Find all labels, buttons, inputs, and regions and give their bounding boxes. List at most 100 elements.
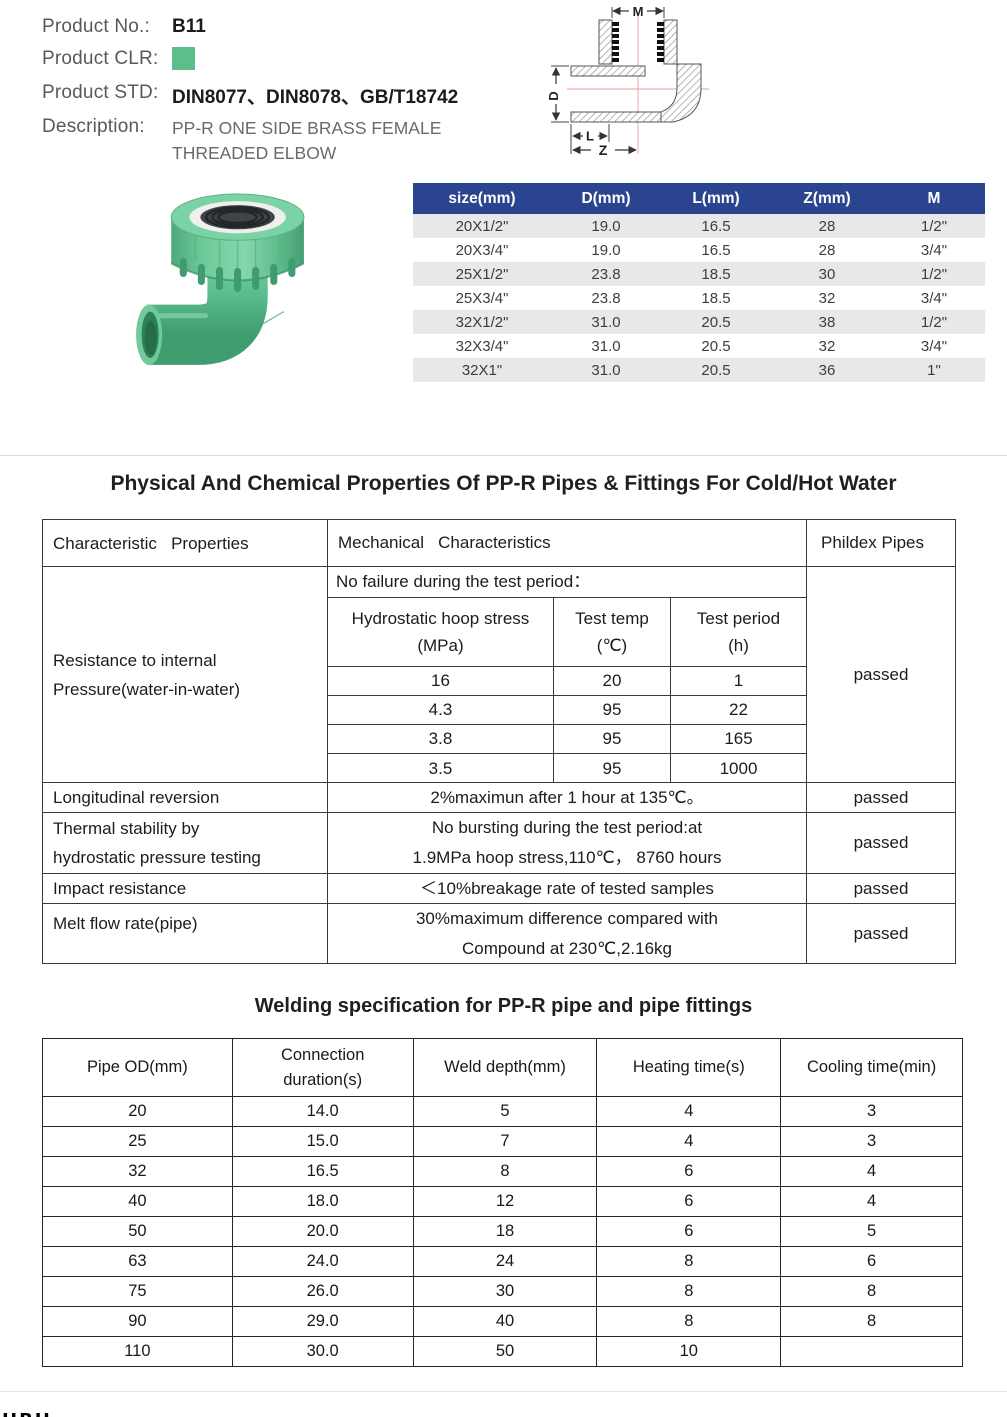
table-cell: 6 [596, 1216, 782, 1247]
table-cell: 32X1/2" [455, 313, 509, 331]
row-name: Longitudinal reversion [43, 783, 328, 812]
row-result: passed [853, 878, 909, 898]
column-header-size: size(mm) [413, 183, 551, 214]
sub-header-test-temp: Test temp (℃) [554, 598, 671, 666]
table-cell: 30.0 [231, 1336, 414, 1367]
section-divider [0, 455, 1007, 456]
table-cell: 1000 [719, 758, 758, 778]
row-description: 30%maximum difference compared with Comp… [328, 904, 807, 963]
welding-table-body: 20 14.0 5 4 3 25 15.0 7 4 3 32 16.5 8 6 4 40 18.0 12 6 4 50 2… [42, 1096, 963, 1367]
table-cell: 110 [42, 1336, 233, 1367]
table-cell: 3 [780, 1126, 963, 1157]
table-cell: 31.0 [591, 313, 621, 331]
table-row: 4.3 95 22 [328, 696, 806, 725]
product-color-swatch [172, 47, 195, 70]
table-cell: 32 [818, 289, 836, 307]
row-melt-flow-rate: Melt flow rate(pipe) 30%maximum differen… [43, 903, 955, 963]
table-row: 40 18.0 12 6 4 [42, 1186, 963, 1217]
column-header-weld-depth: Weld depth(mm) [412, 1038, 598, 1097]
row-longitudinal-reversion: Longitudinal reversion 2%maximun after 1… [43, 782, 955, 812]
table-cell: 15.0 [231, 1126, 414, 1157]
footer-divider [0, 1391, 1007, 1392]
table-cell: 16.5 [231, 1156, 414, 1187]
table-cell: 4 [596, 1096, 782, 1127]
table-cell: 8 [596, 1306, 782, 1337]
product-photo [123, 183, 318, 384]
table-cell: 14.0 [231, 1096, 414, 1127]
row-result: passed [853, 833, 909, 852]
resistance-sub-rows: 16 20 1 4.3 95 22 3.8 95 165 3.5 95 1000 [328, 667, 806, 783]
sub-header-test-period: Test period (h) [696, 609, 781, 655]
column-header-m: M [883, 183, 985, 214]
table-cell: 16.5 [701, 241, 731, 259]
column-header-l: L(mm) [661, 183, 771, 214]
table-row: 90 29.0 40 8 8 [42, 1306, 963, 1337]
table-cell: 1/2" [920, 265, 948, 283]
welding-header-row: Pipe OD(mm) Connection duration(s) Weld … [42, 1038, 963, 1097]
table-cell: 18 [412, 1216, 598, 1247]
table-cell: 25 [42, 1126, 233, 1157]
table-cell: 18.5 [701, 289, 731, 307]
size-table-header-row: size(mm) D(mm) L(mm) Z(mm) M [413, 183, 985, 214]
table-row: 110 30.0 50 10 [42, 1336, 963, 1367]
header-phildex-pipes: Phildex Pipes [821, 533, 925, 552]
sub-header-hoop-stress: Hydrostatic hoop stress (MPa) [328, 598, 554, 666]
table-cell: 5 [780, 1216, 963, 1247]
product-desc-label: Description: [42, 116, 145, 137]
row-name: Thermal stability by hydrostatic pressur… [43, 813, 328, 873]
table-cell: 20X1/2" [455, 217, 509, 235]
table-cell: 30 [818, 265, 836, 283]
column-header-d: D(mm) [551, 183, 661, 214]
table-cell: 7 [412, 1126, 598, 1157]
svg-text:L: L [586, 129, 594, 144]
table-cell: 38 [818, 313, 836, 331]
table-cell: 31.0 [591, 337, 621, 355]
table-cell: 8 [596, 1276, 782, 1307]
technical-drawing: M D L Z [543, 2, 723, 165]
table-cell: 18.0 [231, 1186, 414, 1217]
product-no-value: B11 [172, 16, 206, 37]
table-row: 20X1/2" 19.0 16.5 28 1/2" [413, 214, 985, 238]
product-no-row: Product No.: B11 [42, 16, 206, 38]
footer-logo-fragment: HBH [2, 1410, 52, 1417]
table-cell: 24 [412, 1246, 598, 1277]
table-cell: 10 [596, 1336, 782, 1367]
row-description: ＜10%breakage rate of tested samples [328, 874, 807, 903]
column-header-pipe-od: Pipe OD(mm) [42, 1038, 233, 1097]
table-cell: 8 [596, 1246, 782, 1277]
table-cell: 20X3/4" [455, 241, 509, 259]
table-row: 75 26.0 30 8 8 [42, 1276, 963, 1307]
table-cell: 40 [412, 1306, 598, 1337]
table-cell: 3.5 [328, 754, 554, 783]
table-cell: 8 [412, 1156, 598, 1187]
table-cell: 4.3 [328, 696, 554, 724]
table-cell: 8 [780, 1276, 963, 1307]
table-cell: 12 [412, 1186, 598, 1217]
table-cell: 4 [596, 1126, 782, 1157]
welding-section-title: Welding specification for PP-R pipe and … [254, 995, 753, 1017]
table-cell: 6 [596, 1186, 782, 1217]
table-cell: 26.0 [231, 1276, 414, 1307]
properties-section-title: Physical And Chemical Properties Of PP-R… [110, 472, 897, 495]
resistance-name: Resistance to internal Pressure(water-in… [43, 567, 328, 782]
table-cell: 20.0 [231, 1216, 414, 1247]
table-row: 25 15.0 7 4 3 [42, 1126, 963, 1157]
row-name: Impact resistance [43, 874, 328, 903]
table-cell: 75 [42, 1276, 233, 1307]
table-cell: 36 [818, 361, 836, 379]
table-cell: 3/4" [920, 241, 948, 259]
row-result: passed [853, 923, 909, 943]
row-impact-resistance: Impact resistance ＜10%breakage rate of t… [43, 873, 955, 903]
table-cell: 63 [42, 1246, 233, 1277]
table-row: 25X3/4" 23.8 18.5 32 3/4" [413, 286, 985, 310]
product-std-value: DIN8077、DIN8078、GB/T18742 [172, 87, 459, 108]
column-header-connection-duration: Connection duration(s) [231, 1038, 414, 1097]
row-name: Melt flow rate(pipe) [43, 904, 328, 963]
table-row: 3.8 95 165 [328, 725, 806, 754]
table-cell: 20.5 [701, 313, 731, 331]
table-cell: 32X1" [461, 361, 503, 379]
header-characteristic-properties: Characteristic Properties [43, 520, 328, 566]
table-cell: 20 [42, 1096, 233, 1127]
svg-text:M: M [633, 4, 644, 19]
table-row: 32 16.5 8 6 4 [42, 1156, 963, 1187]
